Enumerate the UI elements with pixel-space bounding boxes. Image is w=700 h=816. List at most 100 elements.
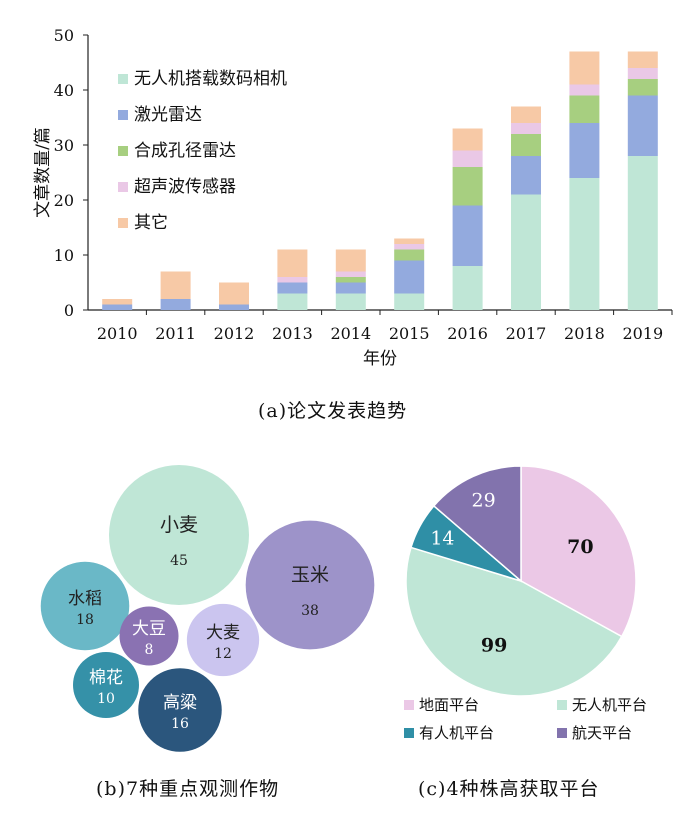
x-tick-label: 2016: [447, 324, 488, 343]
bar-segment: [569, 51, 600, 85]
bar-segment: [335, 249, 366, 272]
pie-value-label: 70: [567, 536, 593, 558]
stacked-bar-chart: 0 10 20 30 40 50 2010 2011 2012 2013 2014 2015 2016 2…: [33, 26, 673, 369]
legend-label: 超声波传感器: [134, 177, 236, 197]
x-tick-label: 2019: [622, 324, 663, 343]
bar-segment: [277, 293, 308, 310]
bar-segment: [394, 260, 425, 294]
bubble: [186, 603, 260, 677]
bubble-value: 45: [170, 553, 188, 569]
bar-segment: [394, 244, 425, 250]
y-tick-label: 10: [54, 246, 74, 265]
bar-segment: [627, 156, 658, 310]
bar-segment: [394, 238, 425, 244]
bubble-label: 高粱: [163, 693, 197, 713]
bar-segment: [394, 249, 425, 261]
bar-segment: [452, 150, 483, 167]
y-tick-label: 0: [64, 301, 74, 320]
legend-swatch: [404, 728, 414, 738]
bar-segment: [627, 51, 658, 68]
bar-segment: [511, 123, 541, 134]
bubble: [138, 668, 222, 752]
legend-swatch: [118, 182, 128, 192]
bubble-value: 10: [97, 691, 115, 707]
bar-segment: [335, 293, 366, 310]
legend-label: 航天平台: [572, 724, 632, 742]
x-axis-title: 年份: [363, 349, 397, 369]
bubble: [73, 652, 139, 718]
bar-segment: [569, 95, 600, 123]
bar-segment: [452, 167, 483, 206]
y-tick-label: 40: [54, 81, 74, 100]
legend-label: 有人机平台: [419, 724, 494, 742]
bar-segment: [335, 282, 366, 294]
bar-segment: [219, 282, 249, 305]
bubble-label: 小麦: [160, 514, 198, 536]
bubble-value: 18: [76, 612, 94, 628]
bar-segment: [627, 68, 658, 79]
x-tick-label: 2018: [564, 324, 605, 343]
x-tick-label: 2010: [97, 324, 138, 343]
y-tick-label: 30: [54, 136, 74, 155]
bar-segment: [511, 156, 541, 195]
bar-segment: [627, 79, 658, 96]
bar-segment: [569, 123, 600, 178]
bar-segment: [511, 106, 541, 123]
legend-label: 合成孔径雷达: [134, 141, 236, 161]
legend-swatch: [404, 700, 414, 710]
y-tick-label: 20: [54, 191, 74, 210]
bubble-value: 12: [214, 646, 232, 662]
bar-segment: [102, 304, 133, 310]
bubble: [109, 465, 249, 605]
x-tick-label: 2012: [214, 324, 255, 343]
legend-swatch: [118, 218, 128, 228]
bar-segment: [277, 277, 308, 283]
bar-segment: [452, 205, 483, 266]
legend-swatch: [557, 728, 567, 738]
bubble-label: 水稻: [68, 589, 102, 609]
legend-swatch: [118, 110, 128, 120]
pie-value-label: 14: [430, 528, 454, 550]
pie-slice: [405, 546, 623, 697]
bar-segment: [511, 194, 541, 310]
bar-segment: [277, 282, 308, 294]
bubble-value: 16: [171, 716, 189, 732]
bubble-label: 玉米: [291, 564, 329, 586]
bar-segment: [569, 178, 600, 310]
legend-swatch: [557, 700, 567, 710]
legend-swatch: [118, 74, 128, 84]
bar-segment: [160, 299, 191, 310]
bubble-value: 38: [301, 603, 319, 619]
legend-label: 无人机搭载数码相机: [134, 69, 287, 89]
bubble-label: 棉花: [89, 668, 123, 688]
y-axis-title: 文章数量/篇: [33, 127, 53, 218]
bar-segment: [452, 128, 483, 151]
legend-label: 其它: [134, 213, 168, 233]
pie-value-label: 99: [481, 635, 507, 657]
legend-label: 无人机平台: [572, 696, 647, 714]
bubble-label: 大麦: [206, 623, 240, 643]
legend-label: 激光雷达: [134, 105, 202, 125]
x-tick-label: 2017: [506, 324, 547, 343]
bubble: [40, 561, 130, 651]
bar-segment: [277, 249, 308, 277]
legend-swatch: [118, 146, 128, 156]
bar-segment: [335, 277, 366, 283]
caption-c: (c)4种株高获取平台: [418, 778, 600, 800]
caption-b: (b)7种重点观测作物: [96, 778, 280, 800]
x-tick-label: 2015: [389, 324, 430, 343]
bar-segment: [452, 266, 483, 310]
bar-segment: [569, 84, 600, 96]
bar-segment: [219, 304, 249, 310]
legend-label: 地面平台: [419, 696, 479, 714]
bar-segment: [511, 134, 541, 156]
bubble-value: 8: [145, 642, 154, 658]
bubble-label: 大豆: [132, 619, 166, 639]
y-tick-label: 50: [54, 26, 74, 45]
bar-segment: [394, 293, 425, 310]
pie-slice: [432, 465, 522, 583]
caption-a: (a)论文发表趋势: [258, 400, 408, 422]
bubble: [119, 606, 179, 666]
x-tick-label: 2013: [272, 324, 313, 343]
